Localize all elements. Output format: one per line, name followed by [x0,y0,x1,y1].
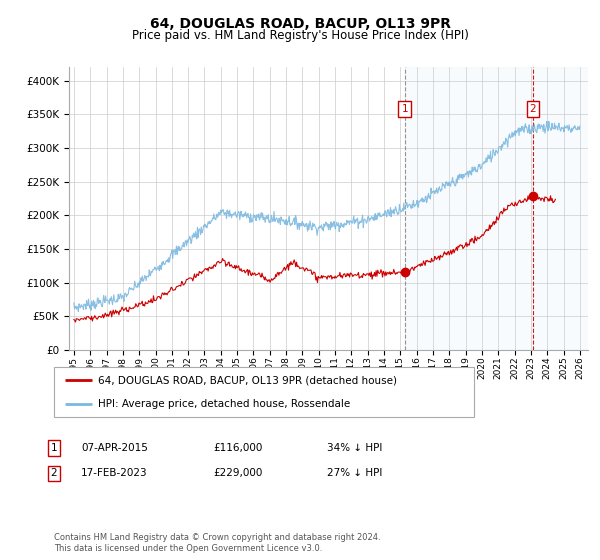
Bar [533,67,588,350]
Text: 64, DOUGLAS ROAD, BACUP, OL13 9PR: 64, DOUGLAS ROAD, BACUP, OL13 9PR [149,17,451,31]
Text: Price paid vs. HM Land Registry's House Price Index (HPI): Price paid vs. HM Land Registry's House … [131,29,469,42]
Text: 64, DOUGLAS ROAD, BACUP, OL13 9PR (detached house): 64, DOUGLAS ROAD, BACUP, OL13 9PR (detac… [98,375,397,385]
FancyBboxPatch shape [54,367,474,417]
Text: 2: 2 [530,104,536,114]
Text: £116,000: £116,000 [213,443,262,453]
Text: 34% ↓ HPI: 34% ↓ HPI [327,443,382,453]
Text: 27% ↓ HPI: 27% ↓ HPI [327,468,382,478]
Text: £229,000: £229,000 [213,468,262,478]
Text: 1: 1 [50,443,58,453]
Text: 17-FEB-2023: 17-FEB-2023 [81,468,148,478]
Text: Contains HM Land Registry data © Crown copyright and database right 2024.
This d: Contains HM Land Registry data © Crown c… [54,533,380,553]
Text: HPI: Average price, detached house, Rossendale: HPI: Average price, detached house, Ross… [98,399,350,409]
Text: 1: 1 [401,104,408,114]
Text: 07-APR-2015: 07-APR-2015 [81,443,148,453]
Text: 2: 2 [50,468,58,478]
Bar [405,67,588,350]
